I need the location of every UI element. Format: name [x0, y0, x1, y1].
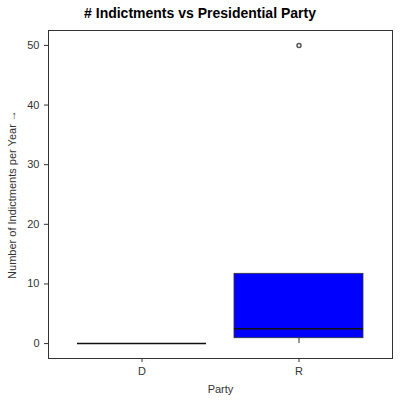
svg-text:Party: Party — [208, 383, 234, 395]
svg-text:50: 50 — [27, 39, 39, 51]
svg-text:10: 10 — [27, 277, 39, 289]
svg-text:30: 30 — [27, 158, 39, 170]
svg-text:Number of Indictments per Year: Number of Indictments per Year → — [6, 110, 18, 279]
svg-text:D: D — [138, 365, 146, 377]
html-text:# Indictments vs Presidential: # Indictments vs Presidential Party — [84, 5, 316, 21]
svg-text:R: R — [295, 365, 303, 377]
svg-text:0: 0 — [33, 337, 39, 349]
svg-text:40: 40 — [27, 99, 39, 111]
svg-text:20: 20 — [27, 218, 39, 230]
